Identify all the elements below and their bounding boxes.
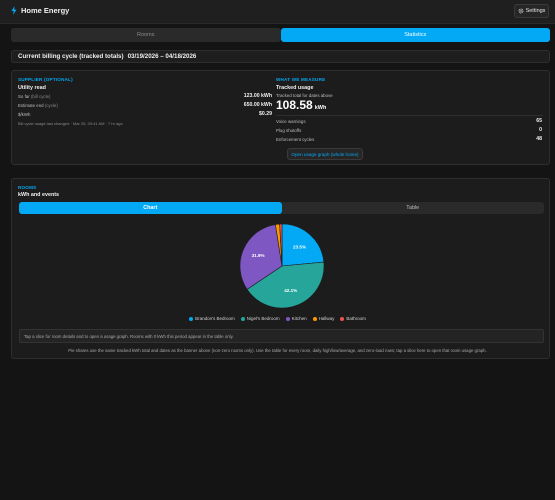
tab-statistics[interactable]: Statistics — [280, 28, 550, 42]
table-view-button[interactable]: Table — [406, 205, 420, 211]
legend-label: Brandon's Bedroom — [195, 316, 235, 321]
tracked-total: 108.58 kWh — [276, 98, 326, 112]
open-usage-graph-button[interactable]: Open usage graph (whole home) — [287, 148, 363, 160]
gear-icon — [518, 8, 523, 14]
legend-item: Bathroom — [340, 316, 366, 321]
voice-warnings-value: 65 — [536, 118, 542, 124]
estimate-end-label: Estimate end (cycle) — [18, 103, 58, 108]
enforcement-cycles-label: Enforcement cycles — [276, 137, 315, 142]
utility-read-title: Utility read — [18, 85, 46, 91]
pie-slice-brandon-s-bedroom[interactable] — [281, 223, 325, 267]
voice-warnings-label: Voice warnings — [276, 119, 306, 124]
pie-slice-kitchen[interactable] — [239, 224, 283, 290]
rate-value: $0.29 — [259, 111, 272, 117]
settings-button[interactable]: Settings — [514, 4, 549, 18]
tracked-total-unit: kWh — [314, 105, 327, 111]
main-tabs: Rooms Statistics — [11, 28, 550, 42]
tracked-usage-subtitle: Tracked total for dates above — [276, 93, 333, 98]
enforcement-cycles-value: 48 — [536, 136, 542, 142]
pie-slice-bathroom[interactable] — [279, 223, 283, 267]
legend-label: Kitchen — [291, 316, 307, 321]
billing-cycle-dates: 03/19/2026 – 04/18/2026 — [127, 53, 197, 60]
chart-view-button[interactable]: Chart — [19, 202, 282, 214]
plug-shutoffs-value: 0 — [539, 127, 542, 133]
tracked-usage-title: Tracked usage — [276, 85, 314, 91]
plug-shutoffs-label: Plug shutoffs — [276, 128, 302, 133]
so-far-value: 123.00 kWh — [243, 93, 272, 99]
so-far-label: So far (bill cycle) — [18, 94, 51, 99]
legend-item: Brandon's Bedroom — [189, 316, 235, 321]
app-title: Home Energy — [21, 6, 70, 15]
pie-slice-label: 23.5% — [293, 244, 306, 249]
supplier-section-label: SUPPLIER (OPTIONAL) — [18, 77, 73, 82]
pie-slice-label: 42.1% — [284, 288, 297, 293]
chart-legend: Brandon's Bedroom Nigel's Bedroom Kitchen H… — [0, 316, 555, 321]
divider — [276, 115, 543, 116]
chart-footer-note: Pie shares use the same tracked kWh tota… — [68, 348, 487, 353]
view-toggle: Chart Table — [19, 202, 544, 214]
rooms-section-label: ROOMS — [18, 185, 37, 190]
billing-cycle-label: Current billing cycle (tracked totals) — [18, 53, 124, 60]
settings-label: Settings — [525, 8, 546, 14]
billing-cycle-banner: Current billing cycle (tracked totals) 0… — [11, 50, 550, 63]
chart-hint: Tap a slice for room details and to open… — [19, 329, 544, 343]
estimate-end-value: 650.00 kWh — [243, 102, 272, 108]
tab-rooms[interactable]: Rooms — [11, 28, 281, 42]
legend-swatch — [240, 316, 245, 321]
rate-label: $/kWh — [18, 112, 31, 117]
legend-label: Nigel's Bedroom — [246, 316, 280, 321]
usage-changed-note: Bill cycle usage last changed · Mar 25, … — [18, 121, 123, 126]
measure-section-label: WHAT WE MEASURE — [276, 77, 326, 82]
rooms-title: kWh and events — [18, 192, 60, 198]
legend-label: Hallway — [318, 316, 335, 321]
legend-swatch — [189, 316, 194, 321]
legend-item: Nigel's Bedroom — [240, 316, 280, 321]
legend-item: Kitchen — [285, 316, 307, 321]
legend-swatch — [312, 316, 317, 321]
legend-swatch — [285, 316, 290, 321]
top-bar: Home Energy Settings — [0, 0, 555, 24]
legend-label: Bathroom — [346, 316, 366, 321]
legend-swatch — [340, 316, 345, 321]
lightning-icon — [11, 6, 17, 15]
summary-panel: SUPPLIER (OPTIONAL) Utility read So far … — [11, 70, 550, 165]
tracked-total-value: 108.58 — [276, 98, 313, 112]
pie-slice-nigel-s-bedroom[interactable] — [246, 261, 325, 309]
legend-item: Hallway — [312, 316, 335, 321]
pie-slice-label: 31.9% — [252, 253, 265, 258]
